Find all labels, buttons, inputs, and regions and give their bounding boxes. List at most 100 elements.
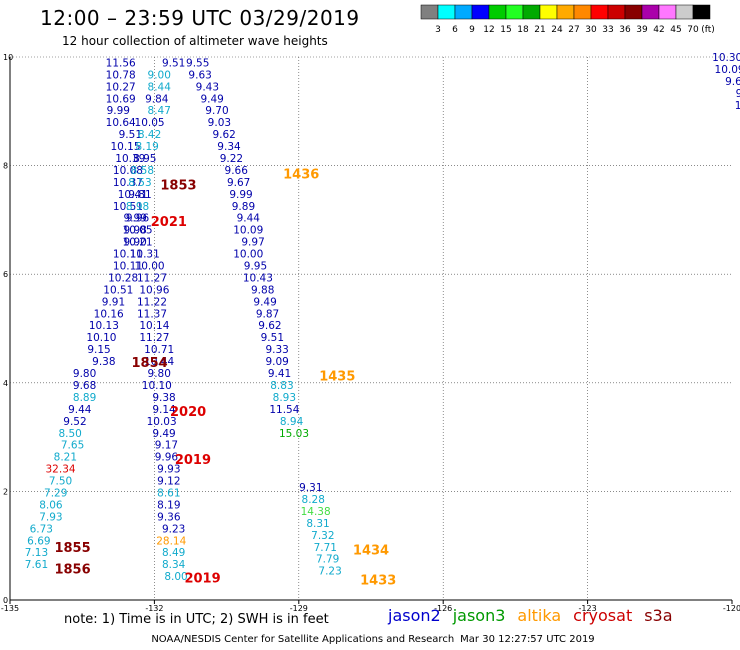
wave-height-value: 9.67: [227, 177, 250, 189]
wave-height-value: 10.96: [139, 284, 169, 296]
wave-height-value: 9.90: [123, 237, 146, 249]
wave-height-value: 9.43: [196, 81, 219, 93]
wave-height-value: 9.31: [299, 482, 322, 494]
wave-height-value: 15.03: [279, 428, 309, 440]
wave-height-value: 8.28: [302, 494, 325, 506]
wave-height-value: 9.09: [265, 356, 288, 368]
wave-height-value: 10.09: [715, 64, 740, 76]
wave-height-value: 9.44: [68, 404, 92, 416]
wave-height-value: 9.88: [251, 284, 274, 296]
wave-height-value: 9.95: [244, 261, 267, 273]
x-tick-label: -132: [145, 604, 163, 613]
wave-height-value: 10.71: [144, 344, 174, 356]
wave-height-value: 7.65: [61, 440, 84, 452]
color-scale-label: 6: [452, 25, 458, 35]
wave-height-value: 9.38: [152, 392, 175, 404]
wave-height-value: 8.94: [280, 416, 304, 428]
wave-height-value: 9.34: [217, 141, 241, 153]
wave-height-value: 9.14: [152, 404, 176, 416]
wave-height-value: 8.61: [157, 487, 180, 499]
wave-height-value: 11.27: [139, 332, 169, 344]
wave-height-value: 8.21: [54, 452, 77, 464]
pass-time-label: 1435: [319, 370, 355, 385]
color-scale-label: 21: [534, 25, 545, 35]
legend-item: s3a: [644, 606, 673, 625]
wave-height-value: 9.33: [265, 344, 288, 356]
color-scale-bar: 3 6 9 12 15 18 21 24 27 30 33 36 39 42 45 70 (ft): [420, 4, 715, 35]
wave-height-value: 8.98: [126, 201, 149, 213]
pass-time-label: 2021: [151, 215, 187, 230]
wave-height-value: 10.08: [113, 165, 143, 177]
wave-height-value: 7.13: [25, 547, 48, 559]
wave-height-value: 9.80: [73, 368, 96, 380]
color-scale-label: 3: [435, 25, 441, 35]
wave-height-value: 9.66: [225, 165, 249, 177]
wave-height-value: 9.84: [145, 93, 169, 105]
wave-height-value: 10.37: [113, 177, 143, 189]
wave-height-value: 9.62: [258, 320, 281, 332]
x-tick-label: -126: [434, 604, 452, 613]
wave-height-value: 9.99: [123, 213, 146, 225]
pass-time-label: 1856: [54, 563, 90, 578]
pass-time-label: 2019: [184, 572, 220, 587]
wave-height-value: 10.39: [115, 153, 145, 165]
timestamp: Mar 30 12:27:57 UTC 2019: [460, 634, 595, 645]
color-scale-label: 45: [670, 25, 681, 35]
y-tick-label: 10: [3, 53, 13, 62]
wave-height-value: 8.95: [133, 153, 156, 165]
wave-height-value: 8.44: [148, 81, 172, 93]
color-scale-label: 15: [500, 25, 511, 35]
wave-height-value: 9.51: [261, 332, 284, 344]
wave-height-value: 9.93: [157, 464, 180, 476]
wave-height-value: 8.53: [128, 177, 151, 189]
wave-height-value: 10.00: [233, 249, 263, 261]
wave-height-value: 10.16: [94, 308, 124, 320]
wave-height-value: 9.87: [256, 308, 279, 320]
wave-height-value: 10.10: [86, 332, 116, 344]
color-scale-label: 27: [568, 25, 579, 35]
wave-height-value: 7.29: [44, 487, 67, 499]
color-scale-label: 30: [585, 25, 597, 35]
wave-height-value: 9.36: [157, 511, 181, 523]
wave-height-value: 9.12: [157, 476, 180, 488]
wave-height-value: 9.55: [186, 57, 209, 69]
legend-item: altika: [517, 606, 562, 625]
color-scale-label: 39: [636, 25, 648, 35]
credit-text: NOAA/NESDIS Center for Satellite Applica…: [151, 634, 455, 645]
wave-height-value: 10.44: [144, 356, 174, 368]
legend-item: cryosat: [573, 606, 633, 625]
wave-height-value: 8.00: [164, 571, 187, 583]
wave-height-value: 10.15: [110, 141, 140, 153]
wave-height-value: 8.83: [270, 380, 293, 392]
wave-height-value: 8.19: [135, 141, 158, 153]
credit-line: NOAA/NESDIS Center for Satellite Applica…: [0, 634, 740, 645]
pass-time-label: 2019: [175, 453, 211, 468]
wave-height-value: 10.09: [233, 225, 263, 237]
wave-height-value: 10.11: [113, 261, 143, 273]
wave-height-value: 9.03: [208, 117, 231, 129]
color-swatch: [692, 4, 711, 20]
x-tick-label: -120: [723, 604, 740, 613]
pass-time-label: 2020: [170, 405, 206, 420]
wave-height-value: 7.32: [311, 530, 334, 542]
footer-note: note: 1) Time is in UTC; 2) SWH is in fe…: [64, 612, 329, 627]
wave-height-value: 9.00: [148, 69, 171, 81]
y-tick-label: 6: [3, 270, 8, 279]
wave-height-value: 9.68: [73, 380, 96, 392]
wave-height-value: 8.47: [148, 105, 171, 117]
wave-height-value: 10.78: [106, 69, 136, 81]
pass-time-label: 1855: [54, 541, 90, 556]
wave-height-value: 6.69: [27, 535, 50, 547]
y-tick-label: 8: [3, 162, 8, 171]
color-scale-label: 18: [517, 25, 529, 35]
x-tick-label: -129: [290, 604, 308, 613]
wave-height-value: 11.37: [137, 308, 167, 320]
color-scale-label: 9: [469, 25, 475, 35]
wave-height-value: 9.38: [92, 356, 115, 368]
wave-height-value: 8.50: [58, 428, 81, 440]
y-tick-label: 4: [3, 379, 8, 388]
color-scale-label: 24: [551, 25, 563, 35]
wave-height-value: 28.14: [156, 535, 186, 547]
wave-height-value: 9.97: [241, 237, 264, 249]
